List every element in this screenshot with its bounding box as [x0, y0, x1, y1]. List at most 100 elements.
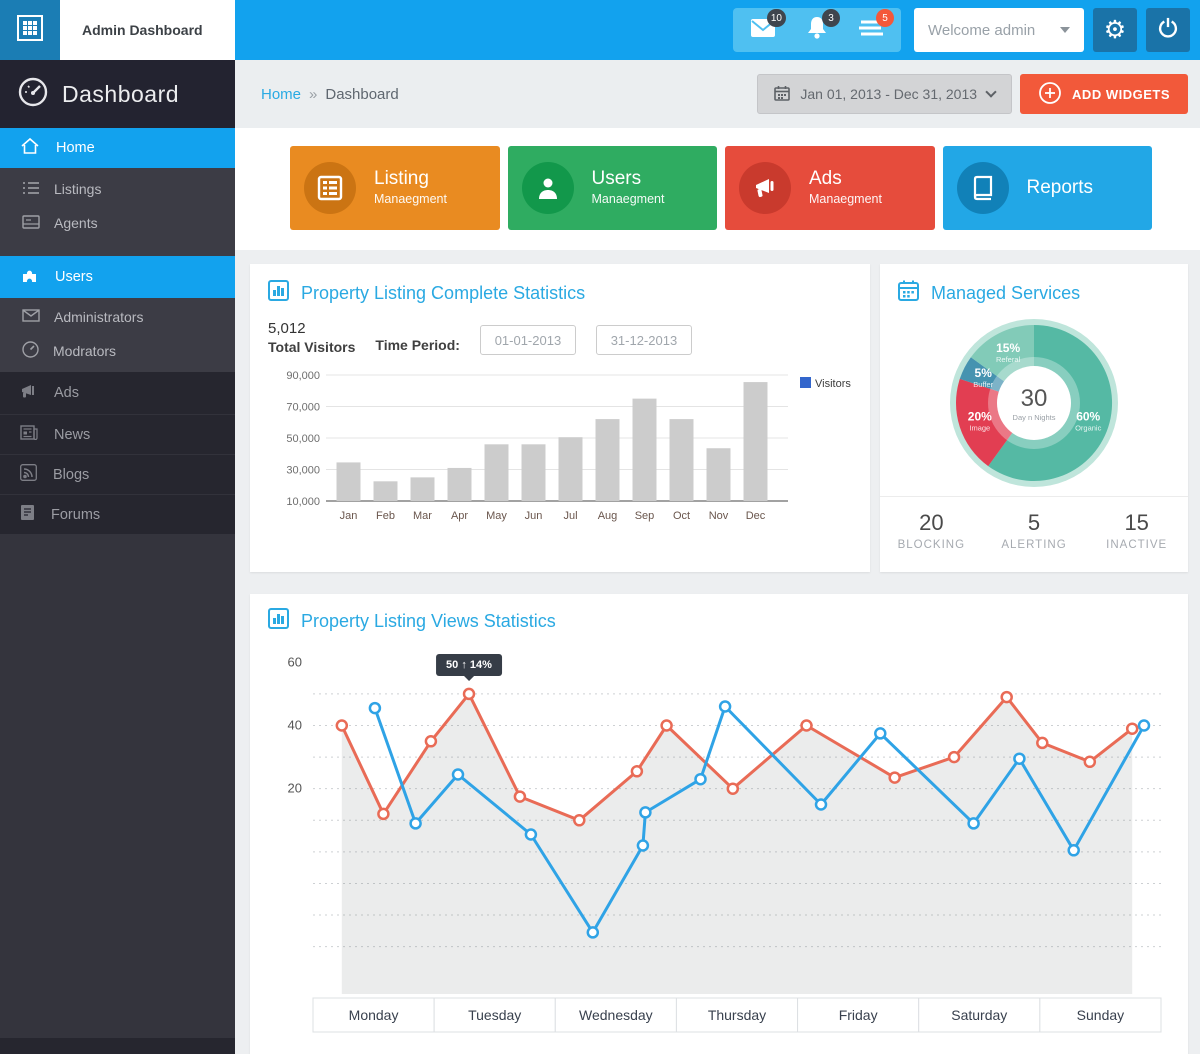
views-line-chart: 60 40 20 Monday Tuesday Wednesday Thursday Frid…: [288, 654, 1162, 1033]
managed-services-panel: Managed Services 30 Day n Nights 60% Organi…: [880, 264, 1188, 572]
blocking-value: 20: [919, 510, 944, 535]
sidebar-item-home[interactable]: Home: [0, 128, 235, 168]
sidebar-subgroup-home: Listings Agents: [0, 168, 235, 256]
reports-card[interactable]: Reports: [942, 146, 1152, 230]
gear-icon: ⚙: [1103, 15, 1127, 44]
visitors-bar-chart: 10,000 30,000 50,000 70,000 90,000 Jan Feb Mar A…: [286, 370, 851, 522]
app-title: Admin Dashboard: [60, 0, 235, 60]
blocking-label: BLOCKING: [897, 539, 966, 551]
app-logo[interactable]: [0, 0, 60, 60]
chart-tooltip: 50 ↑ 14%: [436, 654, 502, 681]
messages-button[interactable]: 5: [859, 9, 894, 42]
svg-text:Oct: Oct: [673, 510, 690, 522]
total-visitors-value: 5,012: [268, 320, 306, 337]
svg-text:Sunday: Sunday: [1077, 1007, 1124, 1023]
calendar-icon: [898, 280, 919, 306]
list-icon: [22, 181, 40, 198]
svg-text:Tuesday: Tuesday: [468, 1007, 521, 1023]
user-icon: [521, 162, 574, 214]
listing-management-card[interactable]: Listing Manaegment: [290, 146, 500, 230]
management-cards: Listing Manaegment Users Manaegment Ads Man…: [235, 128, 1200, 250]
breadcrumb-home-link[interactable]: Home: [261, 85, 302, 103]
main-content: Listing Manaegment Users Manaegment Ads Man…: [235, 128, 1200, 1054]
logout-button[interactable]: [1146, 8, 1190, 52]
svg-text:Saturday: Saturday: [951, 1007, 1007, 1023]
card-title: Ads: [809, 167, 842, 189]
ads-management-card[interactable]: Ads Manaegment: [725, 146, 935, 230]
panel-title: Property Listing Complete Statistics: [301, 282, 586, 303]
svg-text:Sep: Sep: [635, 510, 655, 522]
sidebar-item-administrators[interactable]: Administrators: [0, 300, 235, 334]
card-title: Reports: [1026, 176, 1094, 198]
newspaper-icon: [20, 425, 38, 444]
sidebar-item-forums[interactable]: Forums: [0, 494, 235, 534]
date-to-input[interactable]: [595, 325, 692, 355]
megaphone-icon: [739, 162, 791, 214]
sidebar-item-listings[interactable]: Listings: [0, 172, 235, 206]
svg-text:Mar: Mar: [413, 510, 432, 522]
services-stats-row: 20 BLOCKING 5 ALERTING 15 INACTIVE: [880, 496, 1188, 572]
chevron-down-icon: [1060, 27, 1070, 33]
sidebar-item-blogs[interactable]: Blogs: [0, 454, 235, 494]
sidebar: Home Listings Agents Users Administrator…: [0, 128, 235, 1054]
svg-text:50,000: 50,000: [286, 433, 320, 445]
panel-title: Property Listing Views Statistics: [301, 610, 556, 631]
svg-text:Aug: Aug: [598, 510, 618, 522]
alerts-badge: 3: [822, 9, 840, 27]
svg-text:Organic: Organic: [1075, 424, 1102, 433]
sidebar-item-users[interactable]: Users: [0, 256, 235, 298]
svg-text:Apr: Apr: [451, 510, 468, 522]
chevron-down-icon: [985, 86, 997, 98]
sub-header-row: Dashboard Home » Dashboard Jan 01, 2013 …: [0, 60, 1200, 128]
user-menu-dropdown[interactable]: Welcome admin: [914, 8, 1084, 52]
inactive-value: 15: [1124, 510, 1149, 535]
mail-badge: 10: [766, 9, 786, 27]
alerts-button[interactable]: 3: [805, 9, 840, 42]
svg-text:60: 60: [288, 654, 302, 669]
up-arrow-icon: ↑: [461, 659, 467, 671]
mail-button[interactable]: 10: [751, 9, 786, 42]
sidebar-item-ads[interactable]: Ads: [0, 372, 235, 414]
total-visitors-label: Total Visitors: [268, 339, 356, 355]
envelope-icon: [22, 309, 40, 325]
svg-text:30: 30: [1021, 385, 1048, 412]
bar-chart-icon: [268, 608, 289, 634]
svg-text:Monday: Monday: [349, 1007, 399, 1023]
date-range-label: Jan 01, 2013 - Dec 31, 2013: [800, 86, 978, 102]
svg-text:Nov: Nov: [709, 510, 729, 522]
card-title: Users: [591, 167, 642, 189]
svg-text:May: May: [486, 510, 507, 522]
svg-text:Thursday: Thursday: [708, 1007, 766, 1023]
time-period-label: Time Period:: [375, 337, 460, 353]
megaphone-icon: [20, 383, 38, 403]
table-icon: [304, 162, 356, 214]
sidebar-item-modrators[interactable]: Modrators: [0, 334, 235, 368]
svg-text:Referal: Referal: [996, 355, 1021, 364]
sidebar-item-news[interactable]: News: [0, 414, 235, 454]
puzzle-icon: [20, 266, 39, 288]
svg-text:Jun: Jun: [525, 510, 543, 522]
card-subtitle: Manaegment: [591, 192, 665, 207]
add-widgets-button[interactable]: ADD WIDGETS: [1020, 74, 1188, 114]
document-icon: [20, 504, 35, 525]
svg-text:20: 20: [288, 781, 302, 796]
plus-circle-icon: [1038, 81, 1062, 108]
svg-text:40: 40: [288, 717, 302, 732]
svg-text:Jan: Jan: [340, 510, 358, 522]
date-from-input[interactable]: [479, 325, 576, 355]
date-range-picker[interactable]: Jan 01, 2013 - Dec 31, 2013: [757, 74, 1013, 114]
add-widgets-label: ADD WIDGETS: [1072, 86, 1170, 102]
settings-button[interactable]: ⚙: [1093, 8, 1137, 52]
home-icon: [20, 137, 40, 159]
notification-box: 10 3 5: [733, 8, 901, 52]
panel-title: Managed Services: [931, 282, 1081, 303]
card-title: Listing: [374, 167, 429, 189]
users-management-card[interactable]: Users Manaegment: [507, 146, 717, 230]
sidebar-item-agents[interactable]: Agents: [0, 206, 235, 240]
svg-text:Wednesday: Wednesday: [579, 1007, 653, 1023]
svg-text:Buffer: Buffer: [973, 380, 993, 389]
svg-text:Day n Nights: Day n Nights: [1013, 413, 1056, 422]
rss-icon: [20, 464, 37, 485]
svg-text:Dec: Dec: [746, 510, 766, 522]
